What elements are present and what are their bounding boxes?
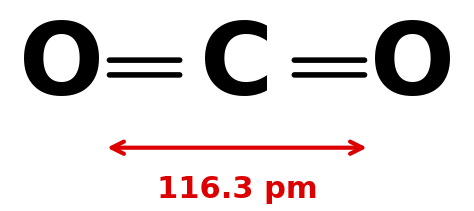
Text: 116.3 pm: 116.3 pm — [157, 175, 317, 204]
Text: O: O — [19, 19, 104, 116]
Text: C: C — [201, 19, 273, 116]
Text: O: O — [370, 19, 455, 116]
